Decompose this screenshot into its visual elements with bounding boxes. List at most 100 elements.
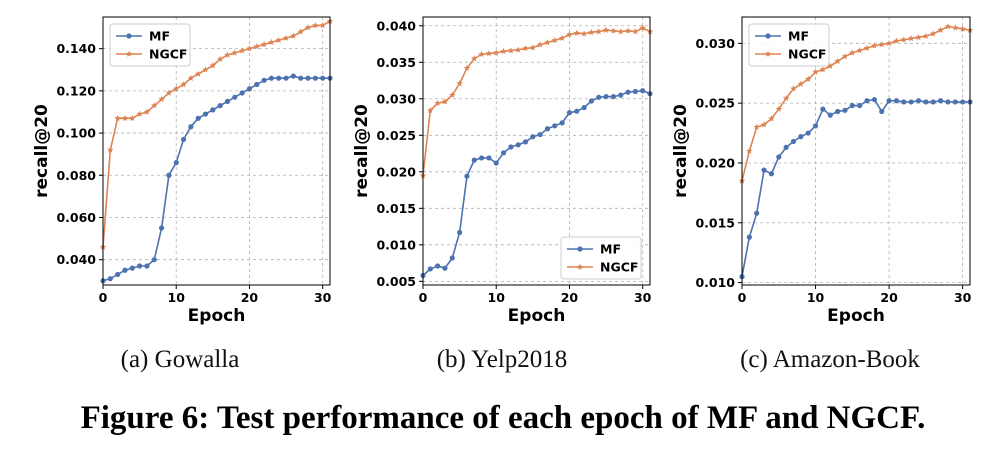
- data-point-ngcf: [485, 50, 493, 57]
- data-point-ngcf: [253, 43, 261, 50]
- x-tick-label: 10: [168, 290, 186, 305]
- data-point-ngcf: [804, 75, 812, 82]
- x-tick-label: 10: [488, 290, 506, 305]
- legend-label-mf: MF: [600, 242, 621, 257]
- data-point-ngcf: [768, 115, 775, 122]
- data-point-ngcf: [849, 49, 856, 56]
- data-point-ngcf: [834, 57, 841, 65]
- y-tick-label: 0.020: [376, 164, 416, 179]
- data-point-ngcf: [275, 36, 282, 43]
- data-point-mf: [603, 93, 609, 100]
- x-axis-label: Epoch: [827, 306, 885, 326]
- data-point-ngcf: [297, 28, 304, 35]
- data-point-ngcf: [915, 33, 922, 41]
- series-mf: [100, 73, 333, 284]
- data-point-mf: [632, 88, 638, 95]
- data-point-ngcf: [827, 62, 834, 69]
- data-point-ngcf: [566, 31, 573, 38]
- y-tick-label: 0.140: [56, 41, 96, 56]
- data-point-ngcf: [929, 30, 937, 37]
- chart-amazon-book: 0.010 0.015 0.020 0.025 0.030 0 10 20 30 Epoch rec…: [671, 16, 974, 326]
- data-point-mf: [776, 154, 782, 160]
- legend-label-mf: MF: [149, 29, 170, 44]
- x-axis-label: Epoch: [508, 306, 566, 326]
- series-line-ngcf: [422, 27, 651, 176]
- data-point-ngcf: [158, 95, 165, 103]
- data-point-ngcf: [819, 66, 827, 73]
- legend-marker-ngcf: [125, 50, 133, 57]
- data-point-mf: [180, 136, 187, 142]
- data-point-mf: [559, 120, 565, 126]
- data-point-ngcf: [209, 62, 217, 69]
- data-point-ngcf: [580, 30, 588, 37]
- data-point-mf: [893, 98, 900, 104]
- data-point-mf: [298, 75, 304, 81]
- data-point-ngcf: [812, 68, 819, 75]
- data-point-ngcf: [544, 39, 551, 46]
- data-point-ngcf: [617, 28, 624, 35]
- data-point-ngcf: [885, 39, 893, 47]
- data-point-ngcf: [290, 32, 297, 39]
- data-point-mf: [246, 86, 253, 92]
- data-point-mf: [790, 138, 797, 145]
- data-point-mf: [457, 229, 463, 236]
- data-point-ngcf: [841, 53, 849, 60]
- data-point-mf: [960, 99, 966, 105]
- data-point-ngcf: [639, 24, 646, 31]
- data-point-mf: [588, 98, 595, 104]
- data-point-ngcf: [246, 45, 253, 52]
- x-tick-label: 0: [99, 290, 108, 305]
- data-point-ngcf: [595, 28, 602, 35]
- data-point-mf: [864, 98, 870, 104]
- y-tick-label: 0.030: [695, 36, 735, 51]
- data-point-mf: [107, 276, 113, 282]
- series-mf: [739, 96, 973, 280]
- x-tick-label: 20: [241, 290, 259, 305]
- data-point-ngcf: [282, 34, 290, 41]
- y-tick-label: 0.005: [376, 274, 416, 289]
- data-point-mf: [805, 130, 811, 136]
- data-point-mf: [320, 75, 326, 81]
- plot-frame: [422, 16, 651, 286]
- data-point-ngcf: [863, 44, 871, 51]
- data-point-ngcf: [441, 98, 449, 105]
- data-point-mf: [544, 126, 551, 132]
- data-point-mf: [312, 75, 318, 81]
- data-point-ngcf: [224, 51, 231, 58]
- data-point-mf: [827, 112, 833, 118]
- data-point-ngcf: [746, 147, 753, 154]
- data-point-ngcf: [878, 41, 885, 48]
- data-point-mf: [471, 157, 477, 163]
- y-tick-label: 0.010: [376, 237, 416, 252]
- legend-marker-mf: [765, 33, 771, 39]
- data-point-mf: [915, 98, 922, 104]
- data-point-ngcf: [959, 25, 966, 32]
- data-point-mf: [115, 271, 121, 278]
- data-point-ngcf: [558, 34, 566, 41]
- y-tick-label: 0.060: [56, 210, 96, 225]
- data-point-ngcf: [602, 26, 610, 33]
- data-point-mf: [610, 93, 616, 100]
- data-point-ngcf: [319, 22, 326, 29]
- data-point-mf: [500, 150, 507, 156]
- data-point-mf: [746, 234, 752, 240]
- data-point-mf: [202, 111, 209, 117]
- y-axis-label: recall@20: [671, 104, 691, 198]
- y-tick-label: 0.015: [376, 201, 416, 216]
- x-tick-label: 30: [634, 290, 652, 305]
- data-point-mf: [188, 124, 194, 130]
- data-point-ngcf: [588, 28, 595, 36]
- data-point-mf: [283, 75, 289, 81]
- data-point-ngcf: [937, 26, 944, 33]
- data-point-ngcf: [952, 24, 959, 31]
- plot-frame: [741, 16, 971, 286]
- data-point-ngcf: [492, 49, 500, 56]
- data-point-mf: [581, 104, 587, 111]
- data-point-ngcf: [944, 23, 952, 30]
- legend: MF NGCF: [109, 23, 191, 67]
- data-point-ngcf: [107, 146, 114, 153]
- data-point-mf: [596, 94, 602, 100]
- data-point-mf: [857, 102, 863, 109]
- data-point-ngcf: [449, 91, 456, 98]
